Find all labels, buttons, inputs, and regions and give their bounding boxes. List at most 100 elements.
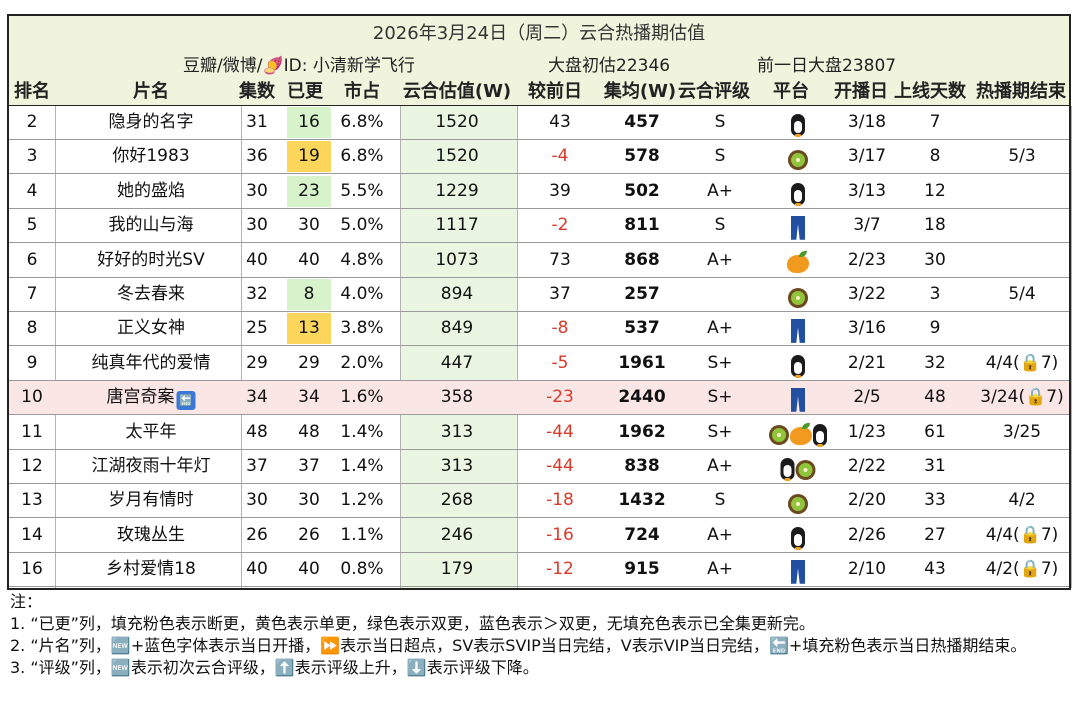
rank-cell: 14 <box>21 524 43 545</box>
episodes-cell: 26 <box>246 524 268 545</box>
platform-cell <box>780 450 816 483</box>
days-cell: 32 <box>924 352 946 373</box>
episodes-cell: 30 <box>246 180 268 201</box>
share-cell: 1.4% <box>340 456 384 476</box>
valuation-table-frame: 2026年3月24日（周二）云合热播期估值 豆瓣/微博/🍠ID: 小清新学飞行 … <box>7 14 1072 590</box>
estimate-cell: 1520 <box>435 146 479 167</box>
avg-cell: 257 <box>624 284 660 304</box>
days-cell: 30 <box>924 249 946 270</box>
platform-cell <box>791 347 805 380</box>
note-2: 2. “片名”列，🆕+蓝色字体表示当日开播，⏩表示当日超点，SV表示SVIP当日… <box>10 636 1027 655</box>
title-cell: 好好的时光SV <box>97 244 204 277</box>
estimate-cell: 313 <box>440 421 474 442</box>
estimate-cell: 1117 <box>435 215 479 236</box>
penguin-icon <box>791 114 805 137</box>
end-date-cell: 4/4(🔒7) <box>985 352 1059 373</box>
rating-cell: A+ <box>707 249 733 270</box>
days-cell: 12 <box>924 180 946 201</box>
episodes-cell: 48 <box>246 421 268 442</box>
rating-cell: S <box>714 215 726 236</box>
title-text: 玫瑰丛生 <box>117 524 185 545</box>
title-text: 她的盛焰 <box>117 180 185 201</box>
platform-cell <box>791 106 805 139</box>
rating-cell: A+ <box>707 456 733 476</box>
penguin-icon <box>813 423 827 447</box>
platform-cell <box>788 140 808 173</box>
updated-cell: 34 <box>298 387 320 408</box>
episodes-cell: 32 <box>246 284 268 304</box>
updated-cell: 23 <box>298 180 320 201</box>
estimate-cell: 447 <box>440 352 474 373</box>
change-cell: -23 <box>546 387 574 408</box>
avg-cell: 578 <box>624 146 660 167</box>
rating-cell: S+ <box>707 387 733 408</box>
column-divider <box>1071 106 1072 588</box>
rating-cell: A+ <box>707 559 733 580</box>
header-avg: 集均(W) <box>603 81 677 102</box>
title-text: 乡村爱情18 <box>106 559 196 580</box>
column-divider <box>400 106 401 588</box>
episodes-cell: 37 <box>246 456 268 476</box>
title-cell: 她的盛焰 <box>117 175 185 208</box>
start-date-cell: 2/23 <box>847 249 887 270</box>
title-text: 唐宫奇案 <box>106 387 175 408</box>
share-cell: 5.5% <box>340 180 384 201</box>
rank-cell: 9 <box>26 352 38 373</box>
rank-cell: 12 <box>21 456 43 476</box>
episodes-cell: 25 <box>246 318 268 339</box>
episodes-cell: 30 <box>246 490 268 511</box>
table-row: 3 你好1983 36 19 6.8% 1520 -4 578 S 3/17 8 5/3 <box>9 140 1069 175</box>
days-cell: 48 <box>924 387 946 408</box>
start-date-cell: 3/18 <box>847 112 887 132</box>
title-cell: 乡村爱情18 <box>106 553 196 586</box>
title-cell: 太平年 <box>126 416 177 449</box>
note-1: 1. “已更”列，填充粉色表示断更，黄色表示单更，绿色表示双更，蓝色表示＞双更，… <box>10 614 815 633</box>
avg-cell: 537 <box>624 318 660 339</box>
updated-cell: 48 <box>298 421 320 442</box>
avg-cell: 1961 <box>618 352 666 373</box>
estimate-cell: 358 <box>440 387 474 408</box>
share-cell: 1.6% <box>340 387 384 408</box>
title-text: 你好1983 <box>112 146 190 167</box>
kiwi-icon <box>788 493 808 514</box>
change-cell: 43 <box>549 112 571 132</box>
column-divider <box>517 106 518 588</box>
rank-cell: 2 <box>26 112 38 132</box>
episodes-cell: 31 <box>246 112 268 132</box>
updated-cell: 29 <box>298 352 320 373</box>
header-rank: 排名 <box>14 81 50 102</box>
avg-cell: 915 <box>624 559 660 580</box>
source-text: 豆瓣/微博/🍠ID: 小清新学飞行 <box>183 56 415 76</box>
start-date-cell: 3/17 <box>847 146 887 167</box>
title-cell: 你好1983 <box>112 140 189 173</box>
rank-cell: 5 <box>26 215 38 236</box>
penguin-icon <box>791 526 805 550</box>
days-cell: 27 <box>924 524 946 545</box>
change-cell: -2 <box>551 215 569 236</box>
days-cell: 9 <box>929 318 941 339</box>
platform-cell <box>791 209 805 242</box>
change-cell: -18 <box>546 490 574 511</box>
rating-cell: S+ <box>707 352 733 373</box>
table-row: 6 好好的时光SV 40 40 4.8% 1073 73 868 A+ 2/23 30 <box>9 244 1069 278</box>
estimate-cell: 246 <box>440 524 474 545</box>
platform-cell <box>787 244 809 277</box>
start-date-cell: 3/13 <box>847 180 887 201</box>
rating-cell: A+ <box>707 524 733 545</box>
start-date-cell: 2/10 <box>847 559 887 580</box>
rank-cell: 3 <box>26 146 38 167</box>
table-row: 9 纯真年代的爱情 29 29 2.0% 447 -5 1961 S+ 2/21 32 4/4(🔒7) <box>9 347 1069 381</box>
rank-cell: 10 <box>21 387 43 408</box>
avg-cell: 502 <box>624 180 660 201</box>
updated-fill <box>287 279 331 310</box>
table-row: 8 正义女神 25 13 3.8% 849 -8 537 A+ 3/16 9 <box>9 312 1069 347</box>
table-row: 5 我的山与海 30 30 5.0% 1117 -2 811 S 3/7 18 <box>9 209 1069 244</box>
header-days: 上线天数 <box>894 81 966 102</box>
header-platform: 平台 <box>773 81 809 102</box>
start-date-cell: 3/16 <box>847 318 887 339</box>
estimate-cell: 1229 <box>435 180 479 201</box>
estimate-cell: 894 <box>440 284 474 304</box>
title-text: 冬去春来 <box>117 284 185 304</box>
change-cell: 73 <box>549 249 571 270</box>
header-start: 开播日 <box>834 81 888 102</box>
